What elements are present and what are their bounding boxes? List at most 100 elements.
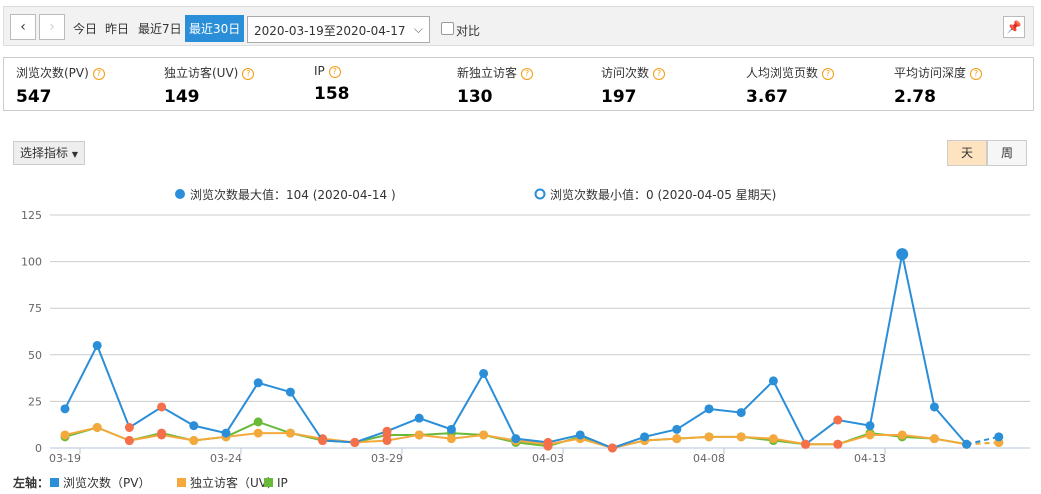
help-icon[interactable]: ? <box>822 68 835 80</box>
help-icon[interactable]: ? <box>242 68 255 80</box>
date-range-picker[interactable]: 2020-03-19至2020-04-17 ⌵ <box>247 16 430 43</box>
pin-icon[interactable]: 📌 <box>1003 16 1025 38</box>
data-point[interactable] <box>704 432 714 442</box>
data-point[interactable] <box>350 437 360 447</box>
metric-label: 平均访问深度 <box>894 66 967 80</box>
help-icon[interactable]: ? <box>92 68 105 80</box>
next-button[interactable]: › <box>39 14 65 40</box>
y-tick-label: 75 <box>28 302 42 315</box>
today-button[interactable]: 今日 <box>73 22 98 36</box>
date-range-value: 2020-03-19至2020-04-17 <box>254 24 406 38</box>
data-point[interactable] <box>768 376 778 386</box>
data-point[interactable] <box>60 430 70 440</box>
data-point[interactable] <box>253 417 263 427</box>
metric-5: 人均浏览页数? 3.67 <box>746 64 835 107</box>
data-point[interactable] <box>189 436 199 446</box>
data-point[interactable] <box>221 428 231 438</box>
last7-button[interactable]: 最近7日 <box>138 22 182 36</box>
data-point[interactable] <box>479 430 489 440</box>
x-tick-label: 03-29 <box>371 452 403 465</box>
chevron-down-icon: ⌵ <box>413 22 423 36</box>
week-toggle[interactable]: 周 <box>987 140 1027 166</box>
metric-0: 浏览次数(PV)? 547 <box>16 64 105 107</box>
data-point[interactable] <box>92 340 102 350</box>
max-marker-icon <box>175 189 185 199</box>
data-point[interactable] <box>896 248 909 261</box>
data-point[interactable] <box>124 422 134 432</box>
help-icon[interactable]: ? <box>970 68 983 80</box>
data-point[interactable] <box>382 436 392 446</box>
help-icon[interactable]: ? <box>521 68 534 80</box>
data-point[interactable] <box>60 404 70 414</box>
series-line <box>64 253 968 450</box>
data-point[interactable] <box>479 368 489 378</box>
data-point[interactable] <box>672 434 682 444</box>
data-point[interactable] <box>929 434 939 444</box>
data-point[interactable] <box>157 402 167 412</box>
data-point[interactable] <box>607 443 617 453</box>
data-point[interactable] <box>994 432 1004 442</box>
data-point[interactable] <box>736 408 746 418</box>
select-metric-label: 选择指标 <box>20 146 69 160</box>
data-point[interactable] <box>92 422 102 432</box>
data-point[interactable] <box>833 415 843 425</box>
data-point[interactable] <box>801 439 811 449</box>
metric-value: 197 <box>601 87 637 107</box>
legend-item[interactable]: IP <box>277 476 288 490</box>
data-point[interactable] <box>446 434 456 444</box>
data-point[interactable] <box>253 378 263 388</box>
y-tick-label: 100 <box>21 256 42 269</box>
legend-item[interactable]: 浏览次数（PV） <box>63 475 150 490</box>
metric-1: 独立访客(UV)? 149 <box>164 64 255 107</box>
series-line-forecast <box>966 435 1000 446</box>
data-point[interactable] <box>511 434 521 444</box>
data-point[interactable] <box>285 428 295 438</box>
metric-label: 新独立访客 <box>457 66 518 80</box>
prev-button[interactable]: ‹ <box>10 14 36 40</box>
x-tick-label: 03-19 <box>49 452 81 465</box>
y-tick-label: 125 <box>21 209 42 222</box>
x-tick-label: 04-13 <box>854 452 886 465</box>
y-tick-label: 25 <box>28 395 42 408</box>
legend-item[interactable]: 独立访客（UV） <box>190 475 279 490</box>
data-point[interactable] <box>768 434 778 444</box>
last30-button[interactable]: 最近30日 <box>185 15 245 42</box>
help-icon[interactable]: ? <box>328 66 341 78</box>
x-tick-label: 04-03 <box>532 452 564 465</box>
help-icon[interactable]: ? <box>653 68 666 80</box>
data-point[interactable] <box>189 421 199 431</box>
data-point[interactable] <box>704 404 714 414</box>
data-point[interactable] <box>962 439 972 449</box>
yesterday-button[interactable]: 昨日 <box>105 22 130 36</box>
data-point[interactable] <box>833 439 843 449</box>
metric-value: 149 <box>164 87 200 107</box>
data-point[interactable] <box>253 428 263 438</box>
data-point[interactable] <box>865 421 875 431</box>
data-point[interactable] <box>157 430 167 440</box>
metric-value: 3.67 <box>746 87 788 107</box>
data-point[interactable] <box>446 424 456 434</box>
select-metric-dropdown[interactable]: 选择指标 ▼ <box>13 141 85 165</box>
data-point[interactable] <box>897 430 907 440</box>
data-point[interactable] <box>124 436 134 446</box>
data-point[interactable] <box>575 430 585 440</box>
legend-swatch <box>264 478 273 487</box>
compare-checkbox[interactable] <box>441 22 454 35</box>
data-point[interactable] <box>414 413 424 423</box>
min-annotation: 浏览次数最小值：0 (2020-04-05 星期天) <box>550 187 776 202</box>
data-point[interactable] <box>929 402 939 412</box>
data-point[interactable] <box>382 426 392 436</box>
data-point[interactable] <box>543 437 553 447</box>
data-point[interactable] <box>318 436 328 446</box>
data-point[interactable] <box>736 432 746 442</box>
legend-swatch <box>177 478 186 487</box>
metric-label: 访问次数 <box>601 66 650 80</box>
data-point[interactable] <box>640 432 650 442</box>
day-toggle[interactable]: 天 <box>947 140 987 166</box>
data-point[interactable] <box>285 387 295 397</box>
data-point[interactable] <box>672 424 682 434</box>
data-point[interactable] <box>414 430 424 440</box>
data-point[interactable] <box>865 430 875 440</box>
x-tick-label: 04-08 <box>693 452 725 465</box>
